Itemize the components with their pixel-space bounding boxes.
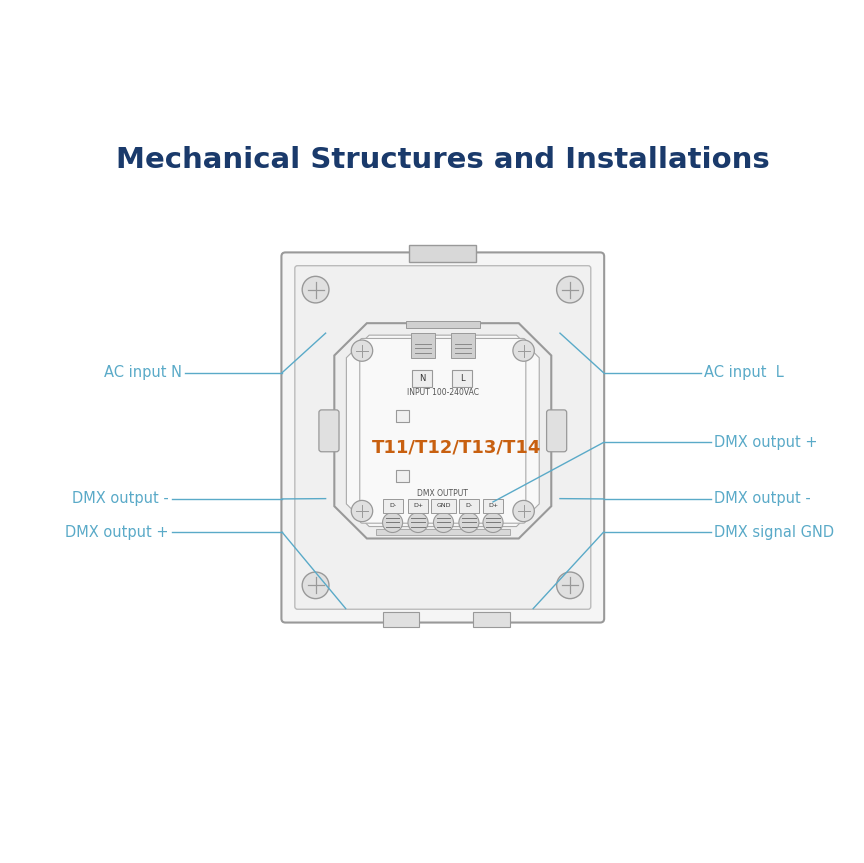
Circle shape <box>483 513 503 532</box>
Bar <box>451 333 475 358</box>
Text: DMX output -: DMX output - <box>714 491 810 507</box>
Circle shape <box>556 572 583 599</box>
Bar <box>410 333 435 358</box>
Text: AC input  L: AC input L <box>704 365 784 381</box>
Bar <box>410 245 476 262</box>
Circle shape <box>556 276 583 303</box>
FancyBboxPatch shape <box>547 410 567 451</box>
FancyBboxPatch shape <box>319 410 339 451</box>
Circle shape <box>302 572 329 599</box>
FancyBboxPatch shape <box>412 370 432 387</box>
Text: DMX signal GND: DMX signal GND <box>714 525 834 539</box>
Text: D+: D+ <box>488 503 498 508</box>
Circle shape <box>302 276 329 303</box>
Text: L: L <box>461 374 465 383</box>
Text: D+: D+ <box>413 503 423 508</box>
FancyBboxPatch shape <box>295 266 591 609</box>
Bar <box>406 320 480 329</box>
Text: INPUT 100-240VAC: INPUT 100-240VAC <box>407 387 479 397</box>
Circle shape <box>513 340 534 362</box>
FancyBboxPatch shape <box>383 499 403 513</box>
FancyBboxPatch shape <box>282 252 604 622</box>
Text: DMX output +: DMX output + <box>65 525 168 539</box>
Text: DMX output +: DMX output + <box>714 435 817 450</box>
Circle shape <box>513 501 534 521</box>
Circle shape <box>383 513 403 532</box>
Text: T11/T12/T13/T14: T11/T12/T13/T14 <box>372 438 541 457</box>
Polygon shape <box>334 323 551 539</box>
Circle shape <box>352 340 372 362</box>
Text: Mechanical Structures and Installations: Mechanical Structures and Installations <box>116 146 770 174</box>
Bar <box>376 528 510 535</box>
Circle shape <box>408 513 428 532</box>
Text: GND: GND <box>436 503 451 508</box>
Circle shape <box>434 513 454 532</box>
FancyBboxPatch shape <box>359 338 526 523</box>
Bar <box>473 612 510 627</box>
Text: D-: D- <box>389 503 396 508</box>
Bar <box>383 612 419 627</box>
Text: DMX output -: DMX output - <box>72 491 168 507</box>
FancyBboxPatch shape <box>452 370 473 387</box>
Text: DMX OUTPUT: DMX OUTPUT <box>417 489 468 499</box>
Text: D-: D- <box>466 503 473 508</box>
FancyBboxPatch shape <box>408 499 428 513</box>
Polygon shape <box>346 335 539 526</box>
FancyBboxPatch shape <box>431 499 456 513</box>
Circle shape <box>459 513 479 532</box>
FancyBboxPatch shape <box>459 499 479 513</box>
Circle shape <box>352 501 372 521</box>
Text: N: N <box>420 374 426 383</box>
FancyBboxPatch shape <box>483 499 503 513</box>
Text: AC input N: AC input N <box>104 365 181 381</box>
